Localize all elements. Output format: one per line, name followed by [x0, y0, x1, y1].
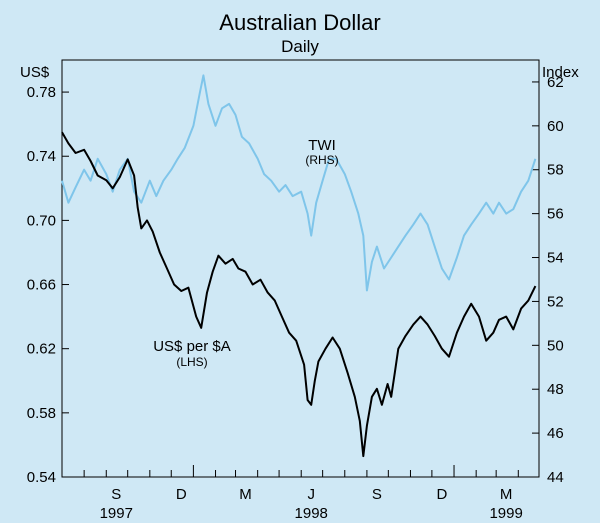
x-tick-label: D: [436, 486, 447, 503]
left-tick-label: 0.78: [27, 84, 56, 101]
x-year-label: 1999: [489, 505, 522, 522]
right-tick-label: 58: [547, 162, 564, 179]
usd-per-aud-sub-label: (LHS): [176, 355, 207, 369]
x-axis-ticks: S D M J S D M 1997 1998 1999: [83, 465, 523, 522]
usd-per-aud-line: [61, 131, 537, 458]
left-axis-unit: US$: [20, 64, 50, 81]
x-tick-label: D: [176, 486, 187, 503]
left-axis-ticks: 0.78 0.74 0.70 0.66 0.62 0.58 0.54: [27, 84, 69, 486]
left-tick-label: 0.58: [27, 405, 56, 422]
left-tick-label: 0.62: [27, 341, 56, 358]
right-tick-label: 48: [547, 381, 564, 398]
right-tick-label: 44: [547, 469, 564, 486]
right-axis-unit: Index: [542, 64, 579, 81]
x-tick-label: M: [239, 486, 252, 503]
right-tick-label: 50: [547, 337, 564, 354]
usd-per-aud-label: US$ per $A: [153, 338, 231, 355]
right-tick-label: 62: [547, 74, 564, 91]
left-tick-label: 0.66: [27, 277, 56, 294]
x-tick-label: S: [372, 486, 382, 503]
left-tick-label: 0.74: [27, 148, 56, 165]
right-axis-ticks: 62 60 58 56 54 52 50 48 46 44: [532, 74, 564, 486]
chart-subtitle: Daily: [281, 37, 319, 56]
right-tick-label: 54: [547, 250, 564, 267]
x-year-label: 1997: [100, 505, 133, 522]
x-tick-label: M: [500, 486, 513, 503]
right-tick-label: 60: [547, 118, 564, 135]
right-tick-label: 56: [547, 206, 564, 223]
left-tick-label: 0.54: [27, 469, 56, 486]
chart-title: Australian Dollar: [219, 10, 380, 35]
twi-label: TWI: [308, 137, 336, 154]
left-tick-label: 0.70: [27, 212, 56, 229]
x-year-label: 1998: [295, 505, 328, 522]
twi-sub-label: (RHS): [305, 153, 338, 167]
x-tick-label: J: [307, 486, 315, 503]
twi-line: [61, 74, 537, 292]
right-tick-label: 52: [547, 293, 564, 310]
right-tick-label: 46: [547, 425, 564, 442]
plot-area: [61, 59, 540, 478]
series-layer: [61, 74, 537, 458]
x-tick-label: S: [111, 486, 121, 503]
